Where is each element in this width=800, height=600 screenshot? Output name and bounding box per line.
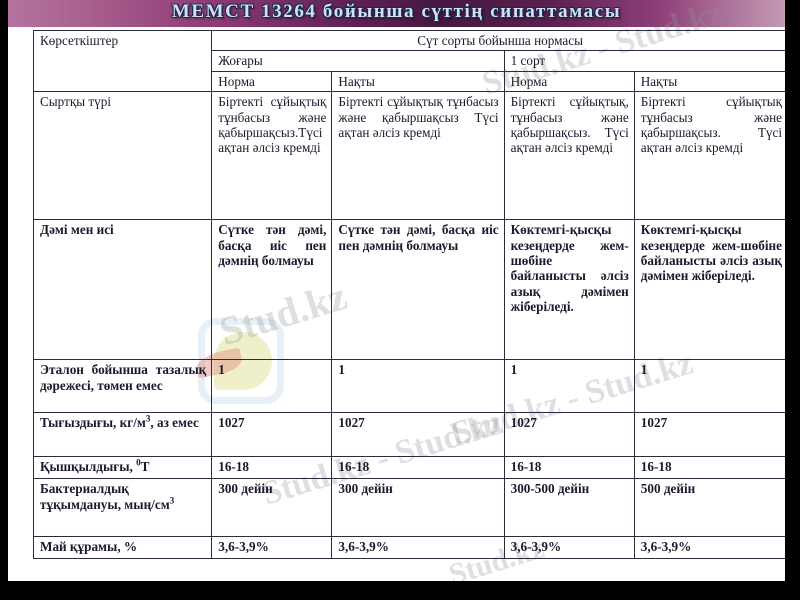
table-cell: Біртекті сұйықтық тұнбасыз және қабыршақ… (331, 91, 505, 221)
table-cell: 1027 (633, 412, 785, 458)
table-cell: Біртекті сұйықтық, тұнбасыз және қабырша… (503, 91, 635, 221)
table-cell: 1027 (331, 412, 505, 458)
table-cell: 1 (211, 359, 333, 414)
table-row: Бактериалдық тұқымдануы, мың/см3 300 дейі… (32, 478, 785, 538)
column-header-grade-first: 1 сорт (503, 50, 785, 72)
table-cell: 300 дейін (211, 478, 333, 538)
table-cell: Біртекті сұйықтық тұнбасыз және қабыршақ… (633, 91, 785, 221)
column-header-actual-high: Нақты (331, 70, 505, 93)
table-cell: 1027 (503, 412, 635, 458)
table-row: Эталон бойынша тазалық дәрежесі, төмен е… (32, 359, 785, 414)
row-label: Тығыздығы, кг/м3, аз емес (32, 412, 213, 458)
table-cell: 3,6-3,9% (503, 536, 635, 560)
table-cell: Көктемгі-қысқы кезеңдерде жем-шөбіне бай… (503, 219, 635, 361)
table-cell: 3,6-3,9% (633, 536, 785, 560)
row-label: Дәмі мен исі (32, 219, 213, 361)
slide-content-area: МЕМСТ 13264 бойынша сүттің сипаттамасы S… (8, 0, 785, 581)
table-cell: 1 (633, 359, 785, 414)
table-row: Дәмі мен исі Сүтке тән дәмі, басқа иіс пе… (32, 219, 785, 361)
column-header-grade-high: Жоғары (211, 50, 505, 72)
milk-standards-table: Көрсеткіштер Сүт сорты бойынша нормасы Ж… (32, 29, 785, 560)
column-header-indicators: Көрсеткіштер (32, 29, 213, 93)
table-cell: 16-18 (331, 456, 505, 480)
column-header-norm-high: Норма (211, 70, 333, 93)
table-cell: Біртекті сұйықтық тұнбасыз және қабыршақ… (211, 91, 333, 221)
milk-standards-table-wrap: Көрсеткіштер Сүт сорты бойынша нормасы Ж… (32, 29, 785, 560)
table-cell: 16-18 (211, 456, 333, 480)
row-label: Эталон бойынша тазалық дәрежесі, төмен е… (32, 359, 213, 414)
row-label: Қышқылдығы, 0Т (32, 456, 213, 480)
row-label: Май құрамы, % (32, 536, 213, 560)
row-label: Бактериалдық тұқымдануы, мың/см3 (32, 478, 213, 538)
table-cell: 300 дейін (331, 478, 505, 538)
row-label: Сыртқы түрі (32, 91, 213, 221)
table-cell: 1 (503, 359, 635, 414)
table-header-row: Норма Нақты Норма Нақты (34, 70, 785, 93)
table-cell: Сүтке тән дәмі, басқа иіс пен дәмнің бол… (211, 219, 333, 361)
table-row: Қышқылдығы, 0Т 16-18 16-18 16-18 16-18 (32, 456, 785, 480)
page-title: МЕМСТ 13264 бойынша сүттің сипаттамасы (171, 1, 622, 22)
table-cell: Көктемгі-қысқы кезеңдерде жем-шөбіне бай… (633, 219, 785, 361)
table-cell: 1 (331, 359, 505, 414)
table-cell: Сүтке тән дәмі, басқа иіс пен дәмнің бол… (331, 219, 505, 361)
slide-title-bar: МЕМСТ 13264 бойынша сүттің сипаттамасы (8, 0, 785, 27)
table-row: Сыртқы түрі Біртекті сұйықтық тұнбасыз жә… (32, 91, 785, 221)
column-header-norm-first: Норма (503, 70, 635, 93)
column-header-group: Сүт сорты бойынша нормасы (211, 29, 785, 52)
table-header-row: Көрсеткіштер Сүт сорты бойынша нормасы (32, 29, 785, 93)
table-cell: 300-500 дейін (503, 478, 635, 538)
table-cell: 500 дейін (633, 478, 785, 538)
table-cell: 3,6-3,9% (211, 536, 333, 560)
table-cell: 1027 (211, 412, 333, 458)
table-body: Сыртқы түрі Біртекті сұйықтық тұнбасыз жә… (32, 91, 785, 560)
table-row: Май құрамы, % 3,6-3,9% 3,6-3,9% 3,6-3,9% 3,6… (32, 536, 785, 560)
table-cell: 16-18 (503, 456, 635, 480)
table-row: Тығыздығы, кг/м3, аз емес 1027 1027 1027 102… (32, 412, 785, 458)
table-cell: 3,6-3,9% (331, 536, 505, 560)
column-header-actual-first: Нақты (633, 70, 785, 93)
table-cell: 16-18 (633, 456, 785, 480)
